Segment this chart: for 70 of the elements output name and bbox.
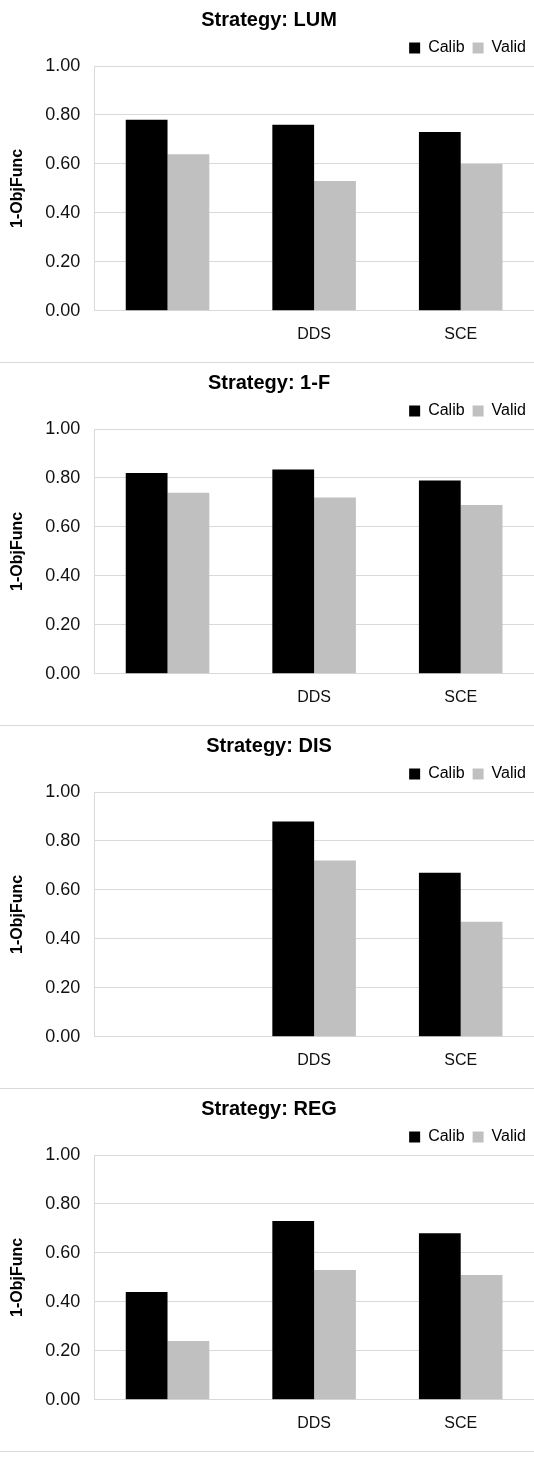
- y-tick-label: 1.00: [45, 54, 81, 75]
- y-tick-label: 0.60: [45, 515, 81, 536]
- bar: [418, 1233, 461, 1400]
- legend-label: Calib: [428, 1127, 465, 1145]
- bar: [418, 872, 461, 1037]
- y-tick-label: 0.80: [45, 103, 81, 124]
- y-tick-label: 0.00: [45, 1388, 81, 1409]
- y-tick-label: 0.80: [45, 466, 81, 487]
- bar: [272, 124, 315, 311]
- x-tick-label: SCE: [444, 687, 478, 705]
- y-tick-label: 0.40: [45, 1290, 81, 1311]
- chart-title: Strategy: DIS: [206, 733, 332, 756]
- bar: [167, 1341, 210, 1400]
- y-tick-label: 0.40: [45, 927, 81, 948]
- bar: [460, 1274, 503, 1400]
- y-axis-title: 1-ObjFunc: [8, 1237, 26, 1317]
- legend-label: Valid: [491, 401, 526, 419]
- y-tick-label: 0.00: [45, 1025, 81, 1046]
- bar: [272, 1221, 315, 1400]
- y-tick-label: 0.20: [45, 976, 81, 997]
- bar: [167, 492, 210, 674]
- bar: [125, 473, 168, 674]
- y-tick-label: 0.80: [45, 1192, 81, 1213]
- y-tick-label: 0.80: [45, 829, 81, 850]
- x-tick-label: DDS: [297, 1050, 332, 1068]
- chart-title: Strategy: LUM: [201, 7, 337, 30]
- legend-label: Valid: [491, 38, 526, 56]
- chart-title: Strategy: 1-F: [207, 370, 331, 393]
- bar: [314, 860, 356, 1037]
- y-tick-label: 1.00: [45, 1143, 81, 1164]
- x-tick-label: SCE: [444, 1413, 478, 1431]
- y-tick-label: 0.20: [45, 1339, 81, 1360]
- bar: [272, 469, 315, 674]
- y-tick-label: 0.60: [45, 152, 81, 173]
- bar: [460, 921, 503, 1037]
- bar: [125, 119, 168, 311]
- x-tick-label: DDS: [297, 324, 332, 342]
- bar: [460, 163, 503, 311]
- x-tick-label: DDS: [297, 1413, 332, 1431]
- y-tick-label: 0.60: [45, 1241, 81, 1262]
- bar: [125, 1292, 168, 1400]
- bar: [418, 480, 461, 674]
- bar: [460, 504, 503, 674]
- bar: [314, 497, 356, 674]
- y-axis-title: 1-ObjFunc: [8, 148, 26, 228]
- legend-label: Calib: [428, 401, 465, 419]
- legend-label: Calib: [428, 764, 465, 782]
- bar: [272, 821, 315, 1037]
- y-tick-label: 0.20: [45, 250, 81, 271]
- x-tick-label: SCE: [444, 324, 478, 342]
- y-tick-label: 0.60: [45, 878, 81, 899]
- y-tick-label: 0.00: [45, 662, 81, 683]
- legend-label: Valid: [491, 764, 526, 782]
- y-tick-label: 0.40: [45, 564, 81, 585]
- bar: [167, 154, 210, 311]
- y-axis-title: 1-ObjFunc: [8, 511, 26, 591]
- y-tick-label: 0.40: [45, 201, 81, 222]
- y-axis-title: 1-ObjFunc: [8, 874, 26, 954]
- legend-label: Calib: [428, 38, 465, 56]
- y-tick-label: 0.20: [45, 613, 81, 634]
- x-tick-label: DDS: [297, 687, 332, 705]
- y-tick-label: 0.00: [45, 299, 81, 320]
- bar: [314, 1270, 356, 1400]
- chart-title: Strategy: REG: [201, 1096, 337, 1119]
- x-tick-label: SCE: [444, 1050, 478, 1068]
- y-tick-label: 1.00: [45, 417, 81, 438]
- bar: [418, 132, 461, 311]
- bar: [314, 181, 356, 311]
- y-tick-label: 1.00: [45, 780, 81, 801]
- legend-label: Valid: [491, 1127, 526, 1145]
